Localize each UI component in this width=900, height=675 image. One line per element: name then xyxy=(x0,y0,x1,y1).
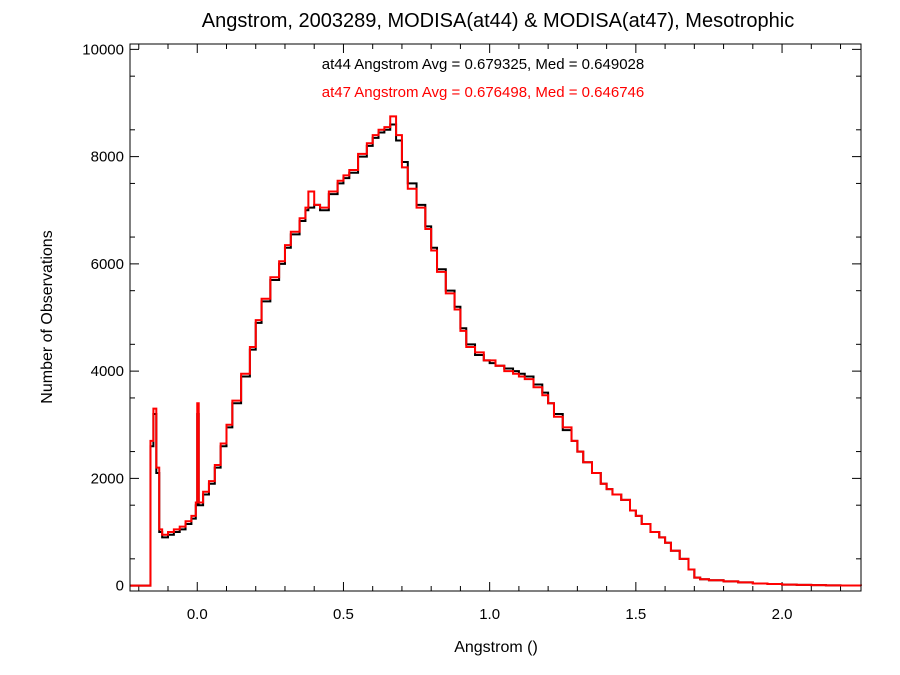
annotation-at44: at44 Angstrom Avg = 0.679325, Med = 0.64… xyxy=(322,56,644,73)
plot-frame xyxy=(129,43,862,592)
x-tick-label: 0.0 xyxy=(187,606,208,623)
series-layer xyxy=(130,115,862,587)
y-tick-label: 8000 xyxy=(91,149,124,166)
annotations: at44 Angstrom Avg = 0.679325, Med = 0.64… xyxy=(322,56,644,101)
y-tick-label: 4000 xyxy=(91,363,124,380)
tick-group: 0.0 0.5 1.0 1.5 2.0 0 2000 4000 6000 8000 10000 xyxy=(82,41,861,623)
x-tick-label: 0.5 xyxy=(333,606,354,623)
x-axis-label: Angstrom () xyxy=(454,639,538,656)
series-at44-line xyxy=(130,123,862,587)
x-tick-label: 1.0 xyxy=(479,606,500,623)
series-at47-line xyxy=(130,115,862,587)
y-tick-label: 10000 xyxy=(82,41,124,58)
chart-title: Angstrom, 2003289, MODISA(at44) & MODISA… xyxy=(202,10,794,32)
y-tick-label: 2000 xyxy=(91,470,124,487)
annotation-at47: at47 Angstrom Avg = 0.676498, Med = 0.64… xyxy=(322,84,644,101)
y-axis-label: Number of Observations xyxy=(39,230,56,403)
y-tick-label: 0 xyxy=(116,578,124,595)
x-tick-label: 1.5 xyxy=(625,606,646,623)
x-tick-label: 2.0 xyxy=(772,606,793,623)
y-tick-label: 6000 xyxy=(91,256,124,273)
